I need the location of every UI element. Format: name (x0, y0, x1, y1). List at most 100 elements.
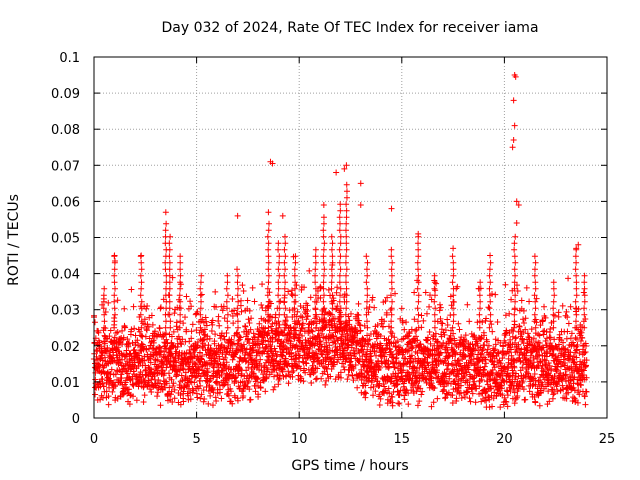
data-point (140, 399, 147, 406)
data-point (100, 292, 107, 299)
data-point (242, 323, 249, 330)
data-point (444, 321, 451, 328)
data-point (118, 371, 125, 378)
data-point (111, 311, 118, 318)
data-point (386, 339, 393, 346)
data-point (532, 324, 539, 331)
data-point (336, 214, 343, 221)
data-point (111, 318, 118, 325)
data-point (511, 122, 518, 129)
data-point (511, 253, 518, 260)
data-point (532, 285, 539, 292)
data-point (415, 246, 422, 253)
data-point (207, 377, 214, 384)
data-point (364, 332, 371, 339)
data-point (265, 227, 272, 234)
data-point (361, 338, 368, 345)
data-point (110, 340, 117, 347)
data-point (168, 376, 175, 383)
data-point (450, 245, 457, 252)
data-point (299, 320, 306, 327)
data-point (331, 338, 338, 345)
data-point (512, 259, 519, 266)
data-point (357, 328, 364, 335)
data-point (212, 288, 219, 295)
data-point (197, 279, 204, 286)
data-point (570, 353, 577, 360)
data-point (111, 334, 118, 341)
data-point (127, 366, 134, 373)
data-point (381, 373, 388, 380)
data-point (414, 402, 421, 409)
data-point (339, 341, 346, 348)
data-point (262, 388, 269, 395)
data-point (248, 365, 255, 372)
data-point (246, 319, 253, 326)
data-point (198, 291, 205, 298)
data-point (354, 384, 361, 391)
data-point (281, 246, 288, 253)
data-point (173, 319, 180, 326)
data-point (363, 253, 370, 260)
data-point (450, 311, 457, 318)
data-point (486, 285, 493, 292)
data-point (229, 400, 236, 407)
data-point (138, 279, 145, 286)
data-point (234, 279, 241, 286)
data-point (297, 303, 304, 310)
data-point (364, 346, 371, 353)
data-point (235, 298, 242, 305)
data-point (387, 328, 394, 335)
data-point (259, 341, 266, 348)
data-point (264, 285, 271, 292)
data-point (167, 391, 174, 398)
y-tick-label: 0.06 (51, 195, 80, 210)
data-point (377, 333, 384, 340)
data-point (191, 360, 198, 367)
data-point (92, 391, 99, 398)
data-point (101, 311, 108, 318)
data-point (361, 389, 368, 396)
data-point (381, 390, 388, 397)
data-point (487, 252, 494, 259)
data-point (177, 285, 184, 292)
data-point (210, 373, 217, 380)
data-point (415, 292, 422, 299)
data-point (105, 401, 112, 408)
data-point (179, 365, 186, 372)
data-point (320, 202, 327, 209)
data-point (271, 373, 278, 380)
data-point (285, 288, 292, 295)
data-point (126, 401, 133, 408)
data-point (195, 385, 202, 392)
data-point (403, 319, 410, 326)
data-point (360, 363, 367, 370)
data-point (325, 286, 332, 293)
data-point (148, 388, 155, 395)
data-point (502, 312, 509, 319)
data-point (114, 395, 121, 402)
data-point (309, 328, 316, 335)
data-point (281, 233, 288, 240)
data-point (197, 395, 204, 402)
data-point (317, 284, 324, 291)
data-point (142, 333, 149, 340)
y-tick-label: 0.09 (51, 87, 80, 102)
data-point (432, 318, 439, 325)
data-point (364, 259, 371, 266)
data-point (194, 342, 201, 349)
data-point (405, 401, 412, 408)
data-point (414, 259, 421, 266)
data-point (239, 282, 246, 289)
data-point (224, 279, 231, 286)
data-point (265, 209, 272, 216)
data-point (275, 246, 282, 253)
data-point (111, 324, 118, 331)
data-point (178, 341, 185, 348)
data-point (224, 292, 231, 299)
data-point (136, 374, 143, 381)
data-point (372, 388, 379, 395)
data-point (206, 378, 213, 385)
data-point (206, 335, 213, 342)
data-point (187, 396, 194, 403)
